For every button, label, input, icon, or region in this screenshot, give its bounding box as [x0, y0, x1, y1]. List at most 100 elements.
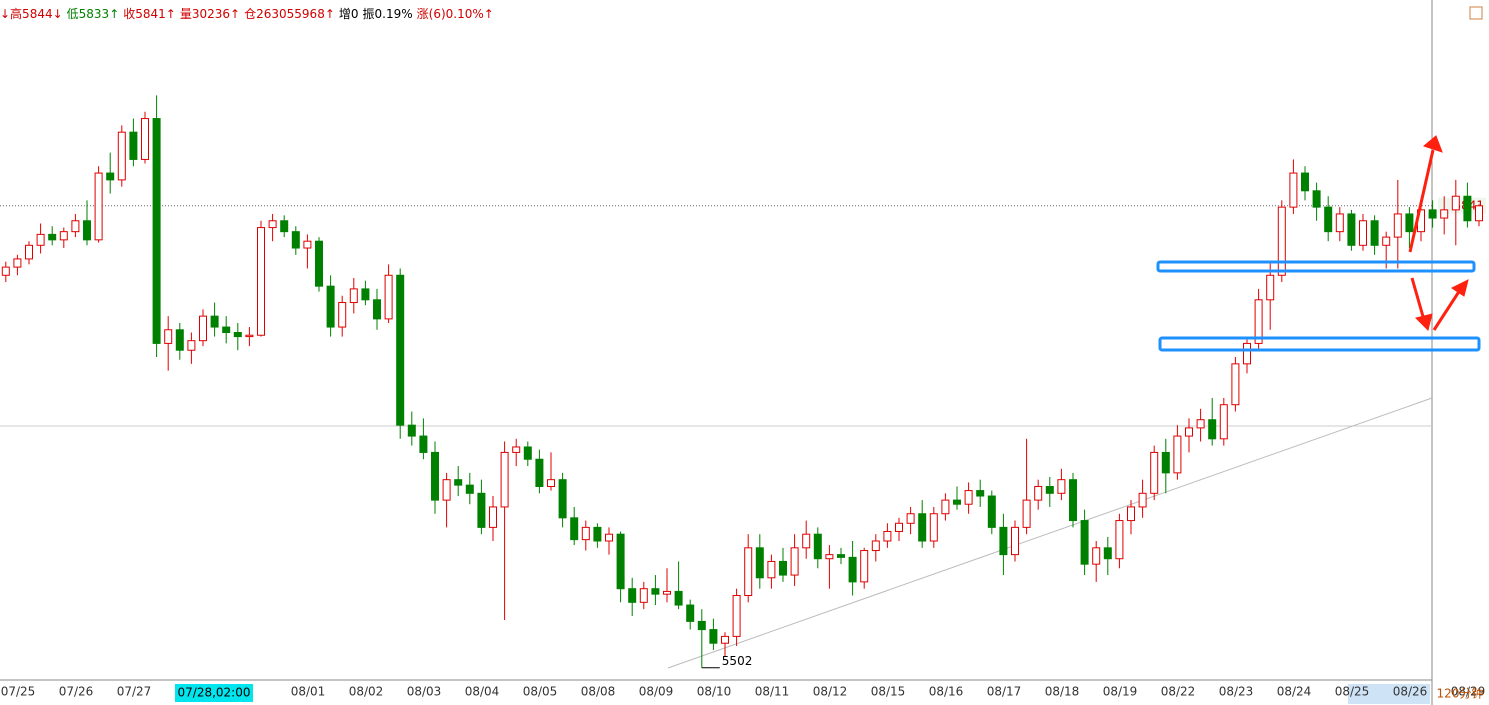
candle-body	[106, 172, 115, 181]
candle-body	[25, 244, 33, 260]
x-tick-label: 08/10	[697, 685, 732, 699]
candle-body	[141, 118, 149, 160]
candle-body	[71, 220, 80, 233]
candle-body	[1069, 479, 1077, 522]
arrowhead	[1451, 279, 1469, 297]
candle-body	[999, 526, 1008, 556]
candle-body	[732, 595, 741, 637]
header-item: 收5841↑	[123, 7, 176, 21]
candle-body	[303, 240, 312, 249]
candle-body	[570, 517, 579, 541]
candle-body	[1127, 506, 1135, 522]
candle-body	[616, 533, 625, 590]
candle-body	[1219, 404, 1228, 440]
header-text: ↓高5844↓ 低5833↑ 收5841↑ 量30236↑ 仓263055968↑ 增0 振…	[0, 6, 494, 21]
candle-body	[1231, 363, 1240, 406]
candle-body	[280, 220, 289, 233]
candle-body	[419, 435, 428, 453]
x-tick-label: 08/26	[1393, 685, 1428, 699]
plot: 584107/2507/2607/2708/0108/0208/0308/040…	[0, 95, 1486, 702]
candle-body	[755, 547, 764, 579]
candle-body	[837, 554, 845, 558]
candle-body	[813, 533, 822, 560]
candle-body	[929, 513, 938, 542]
candle-body	[779, 560, 787, 576]
candle-body	[883, 530, 892, 542]
candle-body	[442, 479, 451, 501]
arrowhead	[1422, 135, 1443, 153]
candle-body	[384, 274, 393, 320]
candle-body	[1208, 419, 1217, 440]
candle-body	[1277, 206, 1286, 276]
candle-body	[349, 288, 358, 304]
candle-body	[871, 540, 880, 552]
x-tick-label: 07/27	[117, 685, 152, 699]
candle-body	[233, 332, 242, 338]
candle-body	[1103, 547, 1112, 560]
period-label[interactable]: 120分钟	[1437, 686, 1484, 701]
candle-body	[744, 547, 753, 597]
candle-body	[651, 588, 660, 595]
candle-body	[663, 590, 671, 595]
candle-body	[291, 231, 300, 249]
candle-body	[48, 233, 57, 241]
candle-body	[802, 533, 811, 549]
candle-body	[953, 499, 961, 505]
candle-body	[13, 258, 22, 268]
candle-body	[129, 131, 138, 160]
header-item: 仓263055968↑	[244, 7, 335, 21]
candle-body	[918, 513, 927, 542]
arrow	[1408, 149, 1435, 253]
x-tick-label: 08/08	[581, 685, 616, 699]
arrowhead	[1415, 313, 1433, 331]
candle-body	[1173, 435, 1182, 474]
candle-body	[941, 499, 950, 515]
header-item: 低5833↑	[67, 7, 120, 21]
x-tick-label: 08/22	[1161, 685, 1196, 699]
candle-body	[1080, 520, 1089, 565]
candle-body	[164, 329, 173, 344]
candle-body	[686, 604, 695, 622]
x-tick-label: 08/12	[813, 685, 848, 699]
candle-body	[848, 556, 857, 583]
x-tick-label: 08/16	[929, 685, 964, 699]
candle-body	[338, 302, 347, 328]
candle-body	[1254, 299, 1263, 344]
x-tick-label: 08/11	[755, 685, 790, 699]
header-item: 量30236↑	[180, 7, 240, 21]
candle-body	[1440, 209, 1449, 219]
candle-body	[628, 588, 637, 603]
candle-body	[1451, 195, 1460, 211]
candle-body	[489, 506, 497, 528]
candle-body	[639, 588, 648, 603]
x-tick-label: 07/26	[59, 685, 94, 699]
candle-body	[1045, 485, 1054, 494]
candle-body	[1370, 220, 1379, 246]
candle-body	[454, 479, 463, 486]
candle-body	[535, 458, 544, 487]
x-tick-label: 08/04	[465, 685, 500, 699]
x-tick-label: 08/01	[291, 685, 326, 699]
candle-body	[1347, 213, 1356, 246]
candle-body	[94, 172, 103, 241]
candle-body	[117, 131, 126, 181]
candle-body	[895, 522, 903, 532]
candle-body	[396, 274, 405, 426]
candle-body	[361, 288, 370, 301]
candle-body	[1161, 451, 1170, 474]
x-tick-label: 08/05	[523, 685, 558, 699]
cursor-label-bg	[175, 684, 253, 702]
support-box	[1158, 336, 1481, 352]
candle-body	[431, 451, 439, 501]
candle-body	[175, 329, 184, 351]
panel-icon[interactable]	[1469, 6, 1483, 20]
header-item: ↓高5844↓	[0, 6, 63, 21]
candle-body	[593, 526, 602, 542]
candle-body	[1359, 220, 1367, 246]
candle-body	[1463, 195, 1472, 222]
candle-body	[222, 326, 231, 334]
candle-body	[1057, 479, 1066, 494]
candle-body	[1150, 451, 1159, 494]
